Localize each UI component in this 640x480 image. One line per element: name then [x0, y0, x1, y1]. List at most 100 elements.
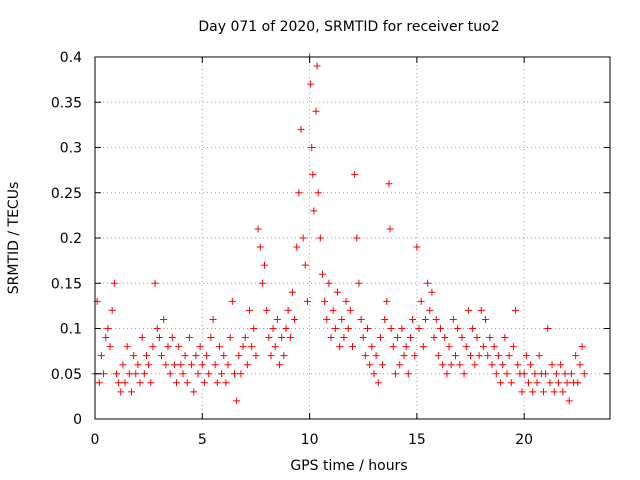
x-tick-label: 0: [91, 432, 100, 448]
data-point: [127, 388, 135, 396]
data-point: [123, 343, 131, 351]
data-point: [132, 370, 140, 378]
data-point: [539, 388, 547, 396]
data-point: [542, 370, 550, 378]
data-point: [254, 225, 262, 233]
data-point: [462, 343, 470, 351]
data-point: [143, 352, 150, 360]
data-point: [494, 352, 502, 360]
data-point: [243, 361, 251, 369]
data-point: [323, 315, 331, 323]
data-point: [443, 370, 451, 378]
data-point: [572, 352, 580, 360]
axis-ticks: [94, 56, 610, 420]
data-point: [246, 306, 253, 314]
data-point: [409, 315, 417, 323]
data-point: [441, 334, 449, 342]
data-point: [112, 370, 120, 378]
data-point: [436, 325, 444, 332]
data-point: [567, 370, 575, 378]
y-tick-label: 0.25: [51, 186, 82, 202]
data-point: [424, 279, 432, 287]
data-point: [258, 279, 266, 287]
data-point: [338, 315, 346, 323]
data-point: [484, 352, 492, 360]
data-point: [166, 370, 174, 378]
data-point: [488, 361, 496, 369]
data-point: [100, 370, 108, 378]
data-point: [394, 334, 402, 342]
data-point: [359, 334, 367, 342]
data-point: [396, 361, 404, 369]
data-point: [205, 370, 213, 378]
data-point: [97, 352, 105, 360]
y-tick-label: 0: [73, 412, 82, 428]
y-tick-label: 0.4: [60, 50, 82, 66]
data-point: [381, 315, 389, 323]
chart-title: Day 071 of 2020, SRMTID for receiver tuo…: [198, 19, 499, 35]
data-point: [312, 107, 320, 115]
data-point: [355, 279, 363, 287]
data-point: [106, 343, 114, 351]
data-point: [430, 334, 438, 342]
data-point: [531, 370, 539, 378]
grid-lines: [95, 57, 610, 419]
data-point: [464, 306, 472, 314]
data-point: [386, 225, 394, 233]
data-point: [419, 343, 427, 351]
data-point: [458, 334, 466, 342]
data-point: [503, 370, 511, 378]
data-point: [177, 361, 185, 369]
data-point: [364, 325, 372, 332]
data-points: [91, 53, 588, 405]
data-point: [248, 343, 256, 351]
data-point: [273, 315, 281, 323]
data-point: [282, 325, 290, 332]
data-point: [155, 334, 163, 342]
data-point: [467, 352, 475, 360]
data-point: [228, 297, 236, 305]
data-point: [316, 234, 324, 242]
data-point: [509, 343, 517, 351]
data-point: [188, 361, 196, 369]
data-point: [288, 288, 296, 296]
data-point: [533, 379, 541, 387]
y-tick-label: 0.3: [60, 141, 82, 157]
y-tick-label: 0.15: [51, 276, 82, 292]
data-point: [321, 297, 329, 305]
data-point: [308, 144, 316, 151]
data-point: [383, 297, 391, 305]
data-point: [428, 288, 436, 296]
data-point: [278, 334, 286, 342]
data-point: [211, 361, 219, 369]
x-axis-label: GPS time / hours: [290, 458, 407, 474]
data-point: [309, 171, 317, 179]
data-point: [235, 352, 243, 360]
data-point: [136, 379, 144, 387]
data-point: [346, 306, 354, 314]
data-point: [344, 325, 352, 332]
data-point: [314, 189, 322, 197]
data-point: [213, 379, 221, 387]
data-point: [241, 334, 249, 342]
data-point: [460, 370, 468, 378]
data-point: [307, 80, 315, 88]
data-point: [439, 361, 447, 369]
data-point: [303, 297, 311, 305]
data-point: [415, 325, 423, 332]
data-point: [276, 361, 284, 369]
data-point: [299, 234, 307, 242]
data-point: [469, 325, 477, 332]
data-point: [514, 361, 522, 369]
data-point: [102, 334, 110, 342]
data-point: [284, 306, 292, 314]
data-point: [224, 361, 232, 369]
data-point: [471, 361, 479, 369]
data-point: [535, 352, 543, 360]
data-point: [486, 334, 494, 342]
data-point: [125, 370, 133, 378]
data-point: [192, 352, 200, 360]
data-point: [153, 325, 161, 332]
data-point: [207, 334, 215, 342]
data-point: [505, 352, 513, 360]
